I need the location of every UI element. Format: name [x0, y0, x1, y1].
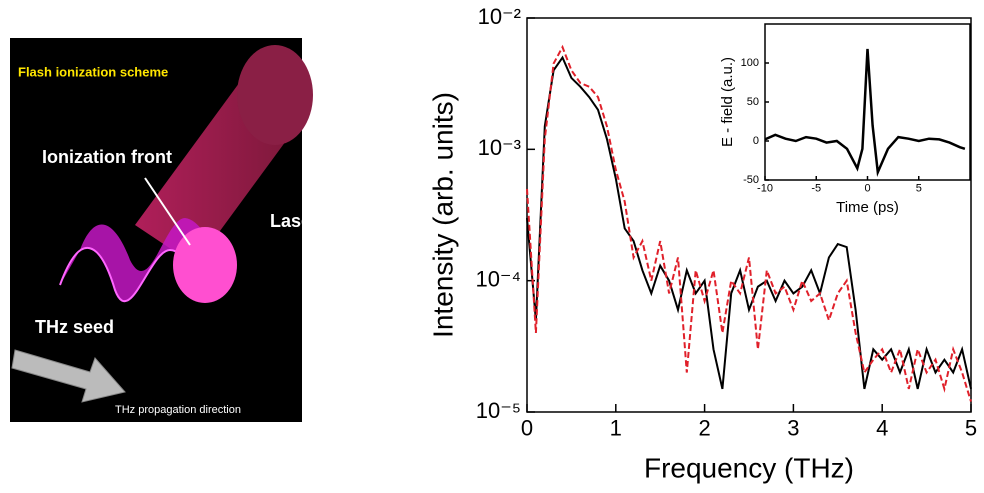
x-tick-label: 4 [876, 415, 888, 440]
y-axis-label: Intensity (arb. units) [427, 92, 458, 338]
y-tick-label: 10⁻⁵ [476, 398, 521, 423]
y-tick-label: 0 [753, 135, 759, 147]
schematic-title: Flash ionization scheme [18, 64, 168, 79]
label: Laser pulse [270, 211, 370, 231]
x-tick-label: 5 [965, 415, 977, 440]
label: THz seed [35, 317, 114, 337]
plot-area [764, 23, 971, 181]
y-tick-label: 10⁻³ [478, 135, 521, 160]
data-line [526, 44, 972, 402]
x-tick-label: 1 [610, 415, 622, 440]
beam-end [237, 45, 313, 145]
schematic: Flash ionization scheme Ionization front… [10, 38, 370, 422]
x-tick-label: 3 [787, 415, 799, 440]
x-axis-label: Frequency (THz) [644, 452, 854, 483]
label: THz propagation direction [115, 404, 241, 416]
y-tick-label: 100 [741, 57, 759, 69]
y-tick-label: 10⁻² [478, 4, 521, 29]
x-tick-label: -10 [757, 183, 773, 195]
x-tick-label: 0 [864, 183, 870, 195]
data-line [764, 48, 966, 177]
ionization-front [173, 227, 237, 303]
x-tick-label: 5 [916, 183, 922, 195]
x-tick-label: -5 [811, 183, 821, 195]
y-tick-label: 50 [747, 96, 759, 108]
x-axis-label: Time (ps) [836, 199, 899, 216]
x-tick-label: 2 [698, 415, 710, 440]
data-line [526, 55, 972, 390]
pointer [144, 177, 191, 246]
seed-arrow [11, 349, 126, 403]
y-tick-label: 10⁻⁴ [475, 266, 521, 291]
y-axis-label: E - field (a.u.) [719, 57, 736, 147]
label: Ionization front [42, 147, 172, 167]
x-tick-label: 0 [521, 415, 533, 440]
y-tick-label: -50 [743, 174, 759, 186]
